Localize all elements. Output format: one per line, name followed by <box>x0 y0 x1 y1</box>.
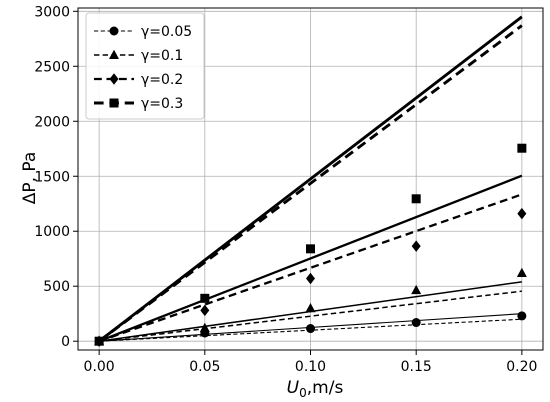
model-line-solid <box>98 15 523 343</box>
data-point-square <box>517 143 527 153</box>
model-line-dashed <box>98 24 523 343</box>
axis-ticks: 0.00 0.05 0.10 0.15 0.20 0 500 1000 1500 2000 2500… <box>34 4 537 375</box>
data-point-diamond <box>200 304 210 317</box>
model-line-dashed <box>99 290 522 342</box>
x-tick-label: 0.20 <box>506 359 537 375</box>
data-point-triangle <box>411 284 422 295</box>
model-line-solid <box>98 174 523 343</box>
x-axis-label-sub: 0 <box>299 386 307 400</box>
y-tick-label: 1500 <box>34 169 70 185</box>
data-point-square <box>200 293 210 303</box>
legend-label: γ=0.3 <box>141 96 183 112</box>
y-tick-label: 2000 <box>34 114 70 130</box>
legend-marker-triangle <box>109 49 119 59</box>
data-point-square <box>411 194 421 204</box>
y-tick-label: 500 <box>43 279 70 295</box>
legend-label: γ=0.05 <box>141 24 192 40</box>
y-tick-label: 1000 <box>34 224 70 240</box>
data-point-diamond <box>411 240 421 252</box>
data-point-circle <box>517 311 527 321</box>
legend-marker-diamond <box>109 73 119 85</box>
data-point-circle <box>306 324 315 334</box>
data-point-triangle <box>516 267 527 278</box>
y-axis-label: ΔP, Pa <box>20 152 40 205</box>
legend: γ=0.05 γ=0.1 γ=0.2 γ=0.3 <box>85 12 205 120</box>
y-tick-label: 2500 <box>34 59 70 75</box>
x-axis-label-main: U <box>287 378 300 398</box>
y-tick-label: 0 <box>61 334 70 350</box>
data-point-square <box>94 336 104 346</box>
legend-marker-circle <box>109 26 119 36</box>
data-point-diamond <box>306 272 315 285</box>
x-axis-label: U0,m/s <box>287 378 344 400</box>
data-markers <box>94 143 527 347</box>
x-tick-label: 0.05 <box>189 359 220 375</box>
data-point-diamond <box>517 207 527 220</box>
legend-marker-square <box>109 98 119 108</box>
legend-label: γ=0.1 <box>141 48 183 64</box>
data-point-triangle <box>305 302 316 313</box>
data-point-triangle <box>199 322 210 333</box>
x-tick-label: 0.15 <box>401 359 432 375</box>
legend-label: γ=0.2 <box>141 72 183 88</box>
y-tick-label: 3000 <box>34 4 70 20</box>
x-tick-label: 0.00 <box>84 359 115 375</box>
x-axis-label-unit: ,m/s <box>307 378 344 398</box>
data-point-square <box>306 244 315 254</box>
x-tick-label: 0.10 <box>295 359 326 375</box>
legend-box <box>85 12 205 120</box>
data-point-circle <box>411 318 421 328</box>
